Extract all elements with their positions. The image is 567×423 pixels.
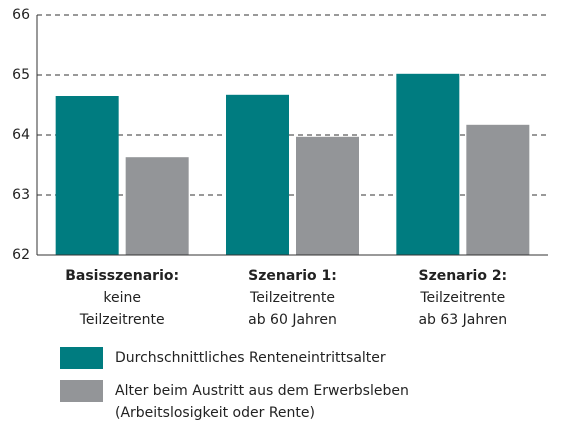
bar bbox=[226, 94, 289, 255]
x-tick-label: ab 63 Jahren bbox=[418, 312, 507, 328]
x-tick-label: Teilzeitrente bbox=[249, 290, 335, 306]
x-tick-label: Szenario 1: bbox=[248, 268, 337, 284]
x-tick-label: Basisszenario: bbox=[65, 268, 179, 284]
legend-swatch bbox=[60, 380, 103, 402]
legend-entry: Alter beim Austritt aus dem Erwerbsleben… bbox=[60, 380, 485, 423]
legend-swatch bbox=[60, 347, 103, 369]
bar bbox=[466, 124, 530, 255]
legend-label: Durchschnittliches Renteneintrittsalter bbox=[115, 350, 386, 366]
x-tick-label: Teilzeitrente bbox=[419, 290, 505, 306]
legend-label: Alter beim Austritt aus dem Erwerbsleben… bbox=[115, 383, 409, 421]
x-tick-label: Szenario 2: bbox=[418, 268, 507, 284]
x-tick-label: ab 60 Jahren bbox=[248, 312, 337, 328]
bar bbox=[55, 96, 119, 255]
bar bbox=[296, 136, 359, 255]
x-tick-label: Teilzeitrente bbox=[79, 312, 165, 328]
bar bbox=[396, 73, 460, 255]
y-tick-label: 62 bbox=[12, 247, 30, 263]
x-tick-label: keine bbox=[103, 290, 141, 306]
y-tick-label: 65 bbox=[12, 67, 30, 83]
legend-entry: Durchschnittliches Renteneintrittsalter bbox=[60, 347, 485, 369]
y-tick-label: 63 bbox=[12, 187, 30, 203]
bar bbox=[125, 157, 189, 255]
y-tick-label: 64 bbox=[12, 127, 30, 143]
chart: 62 63 64 65 66 Basisszenario: keine Teilzeitren… bbox=[12, 7, 548, 328]
y-tick-label: 66 bbox=[12, 7, 30, 23]
